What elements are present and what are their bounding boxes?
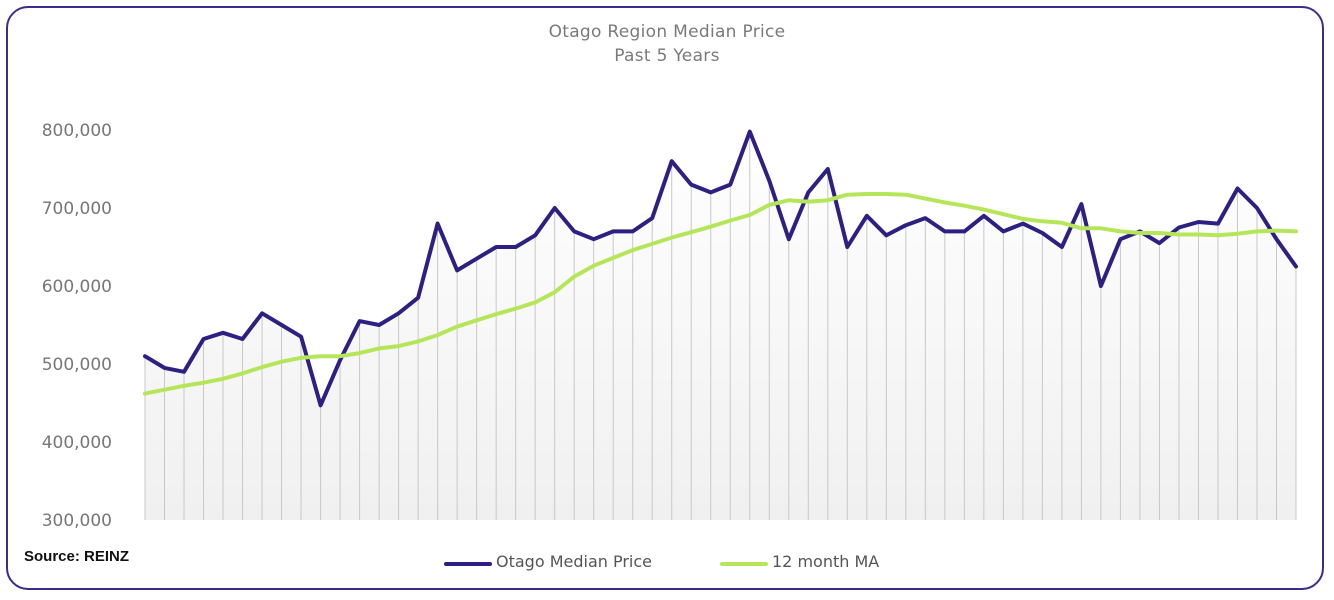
legend-label-ma: 12 month MA	[772, 552, 880, 571]
plot-area-fill	[145, 131, 1296, 520]
y-tick-label: 300,000	[42, 511, 112, 531]
chart-subtitle: Past 5 Years	[614, 46, 720, 66]
legend-label-median: Otago Median Price	[496, 552, 653, 571]
y-tick-label: 400,000	[42, 433, 112, 453]
legend-swatch-median	[444, 562, 492, 566]
y-tick-label: 700,000	[42, 199, 112, 219]
y-tick-label: 500,000	[42, 355, 112, 375]
chart-title: Otago Region Median Price	[548, 22, 786, 42]
source-note: Source: REINZ	[24, 548, 130, 565]
y-tick-label: 800,000	[42, 121, 112, 141]
series-line-median	[143, 129, 1298, 408]
y-tick-label: 600,000	[42, 277, 112, 297]
series-line-ma	[143, 192, 1298, 396]
legend-swatch-ma	[720, 562, 768, 566]
